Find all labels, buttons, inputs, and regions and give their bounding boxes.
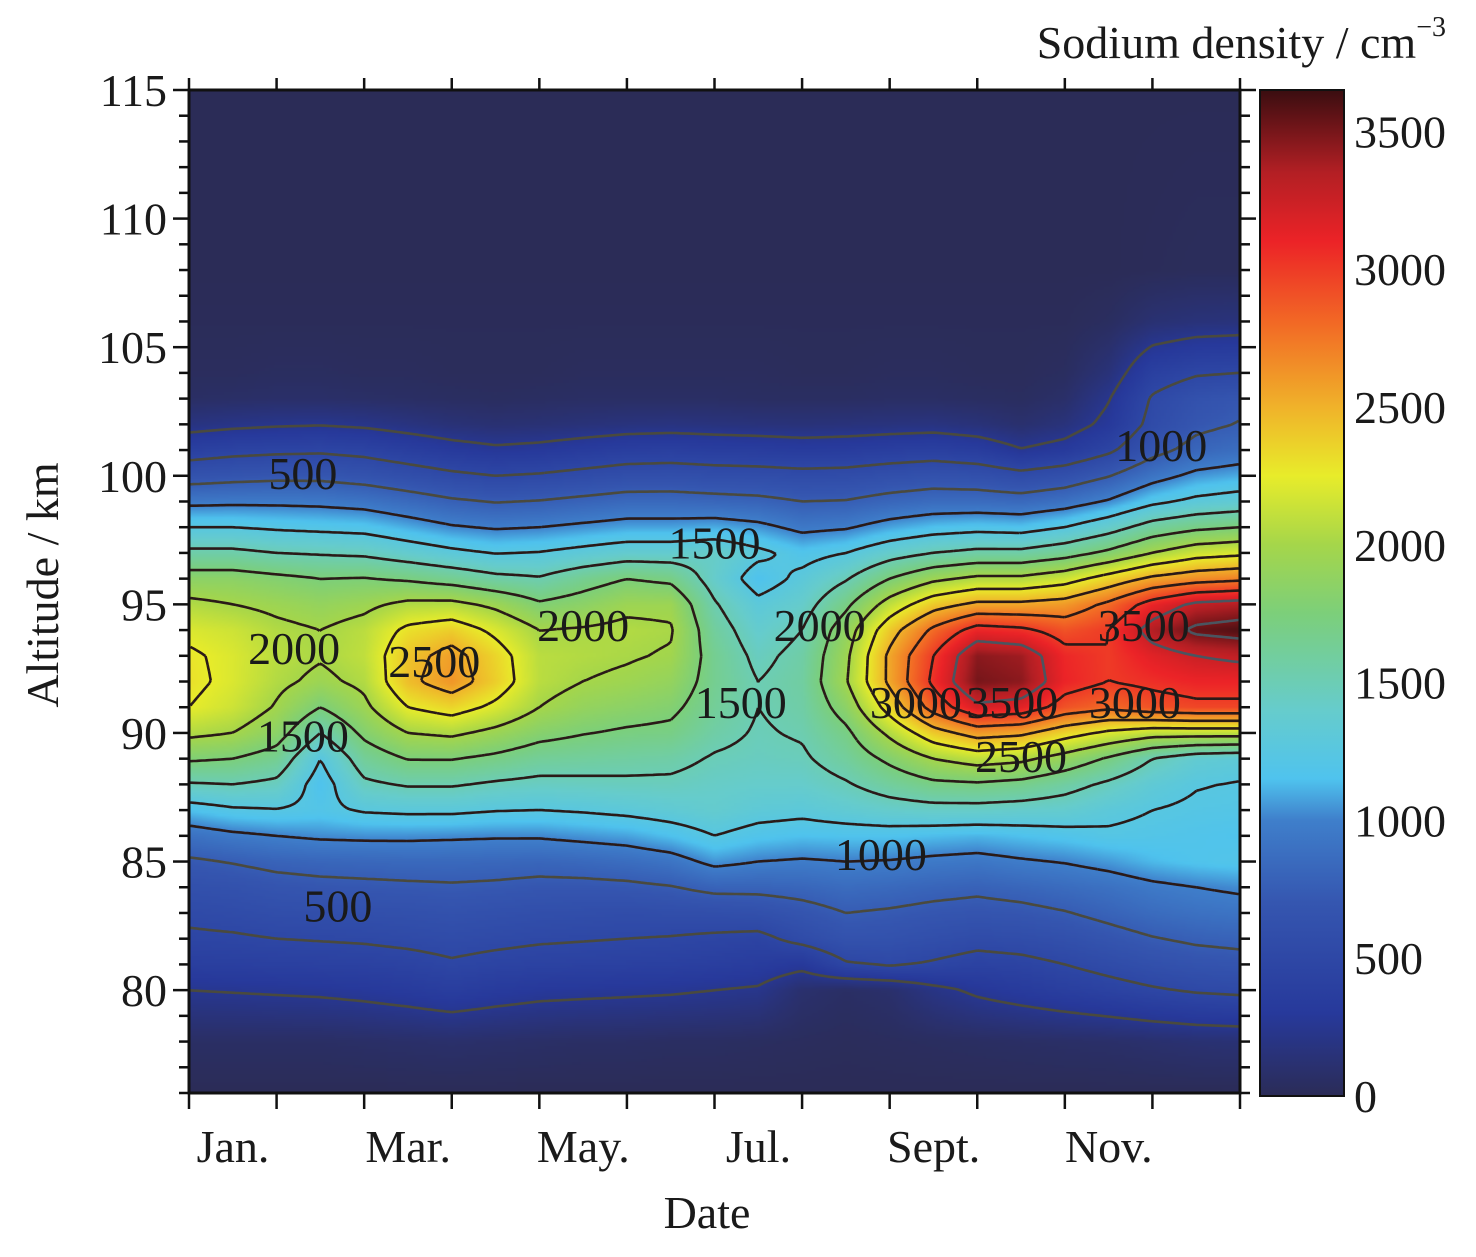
colorbar-title: Sodium density / cm−3 bbox=[1037, 12, 1446, 68]
colorbar-gradient bbox=[1259, 89, 1345, 1097]
contour-line-2500 bbox=[420, 567, 1239, 740]
x-tick-label: Jan. bbox=[197, 1121, 270, 1172]
x-axis-title: Date bbox=[664, 1187, 751, 1238]
colorbar-tick-label: 500 bbox=[1354, 933, 1423, 984]
y-tick-label: 80 bbox=[121, 965, 167, 1016]
contour-label: 2000 bbox=[537, 600, 629, 651]
contour-label: 2000 bbox=[248, 623, 340, 674]
colorbar-tick-label: 3000 bbox=[1354, 244, 1446, 295]
contour-label: 2500 bbox=[975, 731, 1067, 782]
contour-lines bbox=[189, 333, 1240, 1028]
contour-label: 3000 bbox=[1089, 677, 1181, 728]
colorbar-tick-label: 2500 bbox=[1354, 382, 1446, 433]
colorbar-title-superscript: −3 bbox=[1416, 12, 1446, 43]
colorbar-tick-label: 2000 bbox=[1354, 520, 1446, 571]
x-tick-label: Nov. bbox=[1065, 1121, 1153, 1172]
x-tick-label: Mar. bbox=[365, 1121, 451, 1172]
contour-line-1500 bbox=[190, 509, 1239, 805]
contour-label: 3500 bbox=[1098, 600, 1190, 651]
y-tick-label: 115 bbox=[100, 65, 167, 116]
y-tick-label: 110 bbox=[100, 194, 167, 245]
x-tick-label: May. bbox=[537, 1121, 630, 1172]
y-axis-title: Altitude / km bbox=[17, 462, 68, 708]
colorbar-tick-label: 3500 bbox=[1354, 106, 1446, 157]
colorbar-tick-label: 1000 bbox=[1354, 795, 1446, 846]
colorbar-title-text: Sodium density / cm bbox=[1037, 17, 1417, 68]
contour-label: 1500 bbox=[669, 518, 761, 569]
y-tick-label: 95 bbox=[121, 579, 167, 630]
colorbar-tick-label: 1500 bbox=[1354, 658, 1446, 709]
contour-line-250 bbox=[190, 333, 1239, 1028]
colorbar-tick-label: 0 bbox=[1354, 1071, 1377, 1122]
contour-line-2750 bbox=[906, 579, 1239, 728]
contour-label: 1000 bbox=[1115, 420, 1207, 471]
contour-label: 2500 bbox=[388, 636, 480, 687]
y-tick-label: 105 bbox=[98, 322, 167, 373]
contour-line-2000 bbox=[190, 540, 1239, 767]
heatmap-field bbox=[189, 90, 1240, 1093]
heatmap-raster bbox=[189, 90, 1240, 1093]
x-axis: Jan. Mar. May. Jul. Sept. Nov. bbox=[187, 78, 1242, 1172]
contour-line-3000 bbox=[928, 589, 1239, 718]
contour-label: 3000 bbox=[870, 677, 962, 728]
contour-label: 1500 bbox=[695, 677, 787, 728]
contour-line-500 bbox=[190, 371, 1239, 997]
contour-line-3250 bbox=[951, 599, 1239, 705]
contour-label: 500 bbox=[268, 448, 337, 499]
x-tick-label: Jul. bbox=[726, 1121, 791, 1172]
y-tick-label: 85 bbox=[121, 837, 167, 888]
colorbar: 0 500 1000 1500 2000 2500 3000 3500 Sodium dens… bbox=[1037, 12, 1446, 1122]
contour-label: 500 bbox=[303, 880, 372, 931]
contour-labels: 500 2000 2500 1500 500 2000 1500 1500 2000 1000 30… bbox=[248, 420, 1207, 931]
contour-line-750 bbox=[190, 419, 1240, 951]
y-tick-label: 90 bbox=[121, 708, 167, 759]
contour-line-1750 bbox=[190, 526, 1239, 784]
contour-label: 1500 bbox=[257, 711, 349, 762]
colorbar-ticks: 0 500 1000 1500 2000 2500 3000 3500 bbox=[1354, 106, 1446, 1122]
y-tick-label: 100 bbox=[98, 451, 167, 502]
contour-line-1000 bbox=[190, 463, 1239, 896]
contour-line-1250 bbox=[190, 490, 1239, 837]
contour-label: 2000 bbox=[774, 600, 866, 651]
contour-line-2250 bbox=[189, 554, 1239, 753]
contour-label: 3500 bbox=[966, 677, 1058, 728]
x-tick-label: Sept. bbox=[887, 1121, 980, 1172]
contour-line-3500 bbox=[1186, 618, 1239, 640]
contour-label: 1000 bbox=[835, 829, 927, 880]
y-axis: 80 85 90 95 100 105 110 115 bbox=[98, 65, 1256, 1095]
